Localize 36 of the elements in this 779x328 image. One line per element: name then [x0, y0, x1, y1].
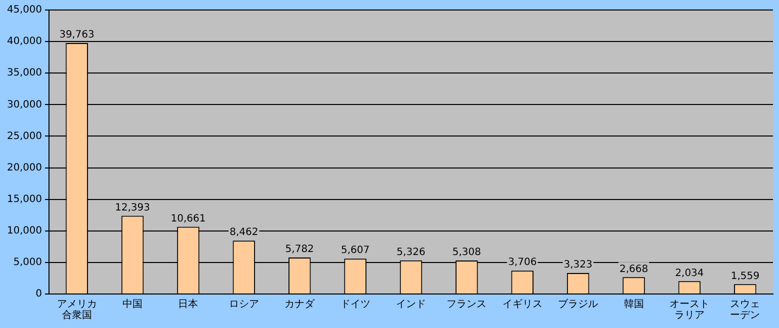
y-tick-label: 20,000 [6, 162, 42, 174]
x-tick-label: アメリカ合衆国 [56, 299, 97, 322]
data-label: 3,323 [564, 260, 592, 271]
x-tick-label: 日本 [178, 298, 198, 310]
data-label: 2,668 [619, 264, 648, 275]
y-tick-label: 0 [36, 288, 42, 300]
data-label: 1,559 [730, 270, 760, 282]
y-tick-label: 45,000 [6, 4, 42, 16]
data-label: 12,393 [115, 202, 150, 214]
data-label: 5,782 [285, 244, 314, 256]
x-tick-label: ロシア [228, 299, 259, 310]
y-tick-label: 10,000 [6, 225, 42, 236]
y-tick-label: 25,000 [6, 130, 42, 142]
x-tick-label: 中国 [122, 298, 143, 310]
x-tick-label: オーストラリア [669, 299, 710, 322]
y-tick-label: 15,000 [6, 194, 42, 205]
data-label: 10,661 [170, 213, 206, 224]
data-label: 2,034 [675, 268, 704, 279]
x-tick-label: 韓国 [624, 298, 644, 310]
y-tick-label: 40,000 [6, 36, 42, 48]
y-tick-label: 35,000 [6, 68, 42, 79]
x-tick-label: イギリス [502, 298, 542, 310]
data-label: 5,308 [452, 247, 482, 258]
data-label: 3,706 [508, 257, 537, 268]
x-tick-label: スウェーデン [730, 299, 760, 322]
x-tick-label: フランス [446, 299, 487, 310]
data-label: 5,607 [340, 245, 370, 256]
y-tick-label: 5,000 [13, 257, 42, 268]
data-label: 8,462 [230, 227, 258, 238]
x-tick-label: カナダ [284, 298, 316, 310]
data-label: 5,326 [396, 246, 426, 258]
x-tick-label: ブラジル [558, 298, 598, 310]
x-tick-label: インド [396, 299, 426, 310]
x-tick-label: ドイツ [340, 299, 370, 310]
data-label: 39,763 [59, 30, 94, 41]
y-tick-label: 30,000 [6, 99, 42, 110]
